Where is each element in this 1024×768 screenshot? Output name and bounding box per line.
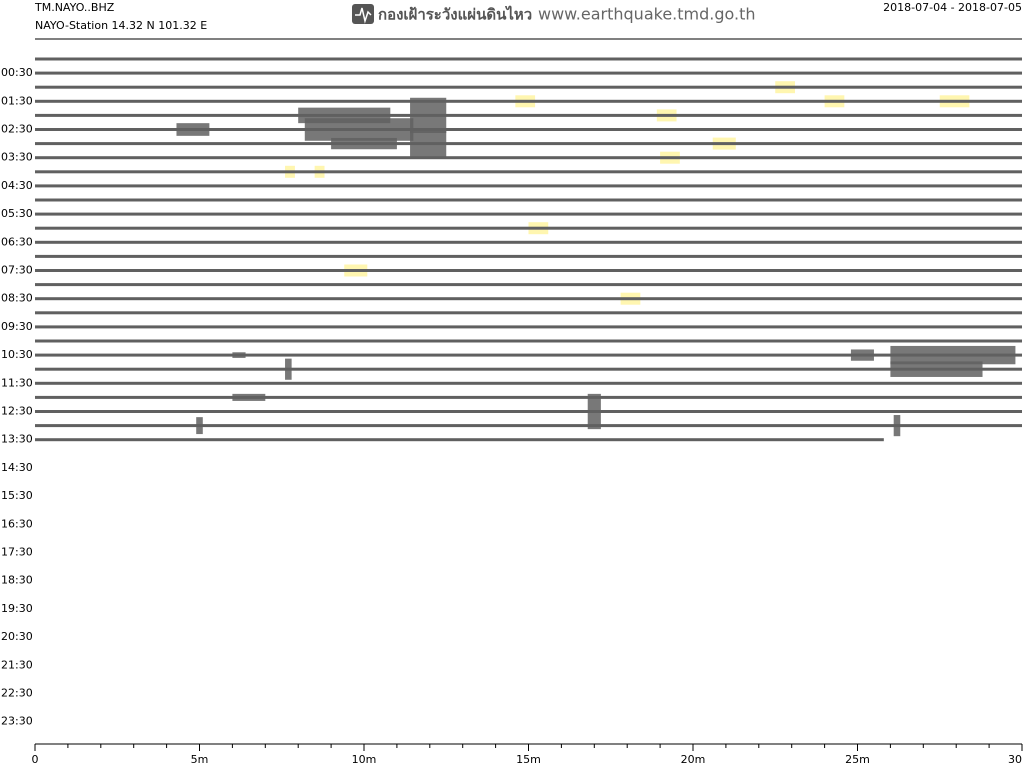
y-tick-label: 14:30: [1, 461, 33, 474]
y-tick-label: 15:30: [1, 489, 33, 502]
x-tick-label: 15m: [516, 753, 541, 766]
logo-wave: [355, 7, 372, 24]
y-tick-label: 16:30: [1, 517, 33, 530]
seismic-burst: [232, 393, 266, 401]
trace: [35, 113, 1022, 117]
trace: [35, 184, 1022, 188]
y-tick-label: 17:30: [1, 546, 33, 559]
x-tick-label: 5m: [191, 753, 209, 766]
trace: [35, 367, 1022, 371]
x-tick-label: 10m: [352, 753, 377, 766]
trace: [35, 254, 1022, 258]
trace: [35, 128, 1022, 131]
seismic-burst: [893, 415, 901, 437]
y-tick-label: 07:30: [1, 264, 33, 277]
y-tick-label: 04:30: [1, 179, 33, 192]
y-tick-label: 01:30: [1, 94, 33, 107]
trace: [35, 339, 1022, 343]
y-tick-label: 05:30: [1, 207, 33, 220]
seismic-burst: [176, 123, 210, 136]
y-tick-label: 22:30: [1, 687, 33, 700]
y-tick-label: 13:30: [1, 433, 33, 446]
trace: [35, 297, 1022, 301]
y-tick-label: 23:30: [1, 715, 33, 728]
trace: [35, 156, 1022, 160]
agency-name: กองเฝ้าระวังแผ่นดินไหว: [378, 5, 532, 24]
y-tick-label: 03:30: [1, 151, 33, 164]
trace: [35, 395, 1022, 399]
trace: [35, 212, 1022, 216]
seismic-burst: [410, 129, 447, 158]
x-tick-label: 20m: [681, 753, 706, 766]
seismic-burst: [890, 345, 1016, 365]
y-tick-label: 19:30: [1, 602, 33, 615]
trace: [35, 71, 1022, 75]
seismic-burst: [196, 417, 203, 435]
trace: [35, 325, 1022, 329]
trace: [35, 353, 1022, 357]
y-tick-label: 00:30: [1, 66, 33, 79]
seismic-burst: [304, 118, 414, 141]
trace: [35, 198, 1022, 202]
y-tick-label: 18:30: [1, 574, 33, 587]
trace: [35, 170, 1022, 174]
station-code: TM.NAYO..BHZ: [34, 1, 115, 14]
seismic-burst: [232, 352, 246, 358]
seismic-burst: [890, 361, 983, 377]
y-tick-label: 08:30: [1, 292, 33, 305]
y-tick-label: 20:30: [1, 630, 33, 643]
seismic-burst: [850, 349, 874, 361]
x-tick-label: 25m: [845, 753, 870, 766]
y-tick-label: 06:30: [1, 235, 33, 248]
trace: [35, 85, 1022, 89]
y-tick-label: 02:30: [1, 123, 33, 136]
seismic-burst: [410, 97, 447, 134]
station-location: NAYO-Station 14.32 N 101.32 E: [35, 19, 207, 32]
trace: [35, 381, 1022, 385]
trace: [35, 142, 1022, 146]
trace: [35, 283, 1022, 287]
trace: [35, 438, 884, 442]
y-tick-label: 12:30: [1, 405, 33, 418]
x-tick-label: 30: [1008, 753, 1022, 766]
trace: [35, 410, 1022, 413]
website: www.earthquake.tmd.go.th: [538, 5, 756, 24]
y-tick-label: 09:30: [1, 320, 33, 333]
y-tick-label: 21:30: [1, 658, 33, 671]
trace: [35, 424, 1022, 428]
date-range: 2018-07-04 - 2018-07-05: [883, 1, 1022, 14]
x-tick-label: 0: [32, 753, 39, 766]
trace: [35, 269, 1022, 272]
seismic-burst: [587, 393, 601, 430]
trace: [35, 57, 1022, 61]
trace: [35, 311, 1022, 315]
y-tick-label: 11:30: [1, 376, 33, 389]
seismic-burst: [331, 137, 397, 150]
trace: [35, 99, 1022, 103]
y-tick-label: 10:30: [1, 348, 33, 361]
seismic-burst: [285, 358, 292, 380]
trace: [35, 240, 1022, 244]
trace: [35, 226, 1022, 230]
